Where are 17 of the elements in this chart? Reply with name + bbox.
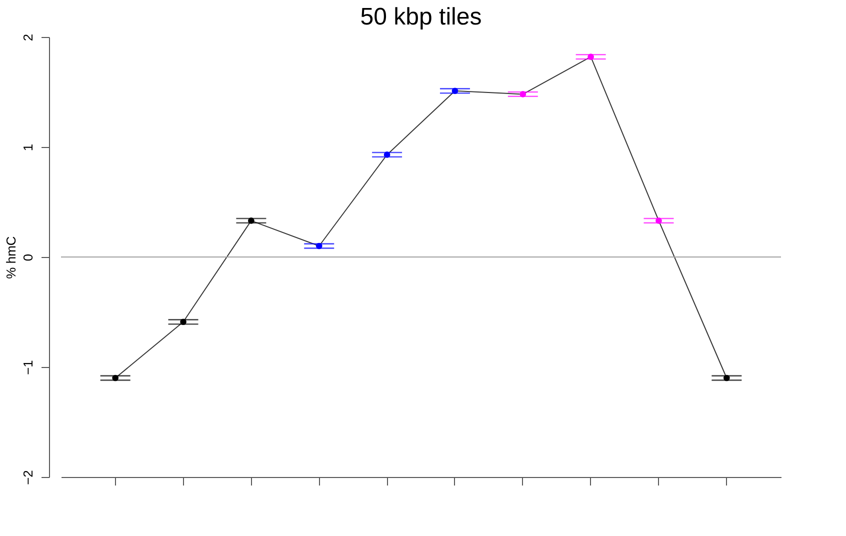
point (248, 218, 254, 224)
y-axis-title: % hmC (4, 236, 18, 279)
point (520, 91, 526, 98)
point (180, 318, 186, 326)
point (656, 218, 662, 224)
y-tick-label: 0 (20, 254, 36, 262)
y-tick-label: −2 (20, 470, 36, 485)
point (384, 152, 390, 158)
point (112, 374, 118, 382)
chart-title: 50 kbp tiles (360, 3, 482, 30)
point (452, 88, 458, 94)
point (588, 54, 594, 60)
point (316, 242, 322, 250)
y-tick-label: 1 (20, 144, 36, 152)
point (724, 374, 730, 382)
y-tick-label: −1 (20, 360, 36, 375)
y-tick-label: 2 (20, 34, 36, 42)
